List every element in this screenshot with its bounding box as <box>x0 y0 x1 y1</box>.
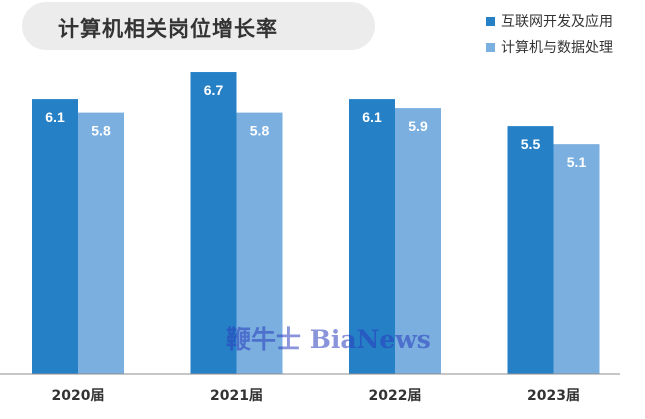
x-tick-label-2023届: 2023届 <box>527 388 580 404</box>
bar-2020届-series-2 <box>78 112 124 375</box>
bar-2023届-series-1 <box>507 126 554 374</box>
legend-swatch-series-1 <box>486 16 495 26</box>
bar-2020届-series-1 <box>32 99 78 375</box>
bar-2021届-series-2 <box>236 112 283 375</box>
x-tick-label-2021届: 2021届 <box>210 388 263 404</box>
bar-2021届-series-1 <box>190 72 237 374</box>
data-label-2023届-series-1: 5.5 <box>521 136 541 152</box>
x-tick-label-2020届: 2020届 <box>52 388 105 404</box>
data-label-2023届-series-2: 5.1 <box>567 154 587 170</box>
data-label-2020届-series-2: 5.8 <box>91 123 111 139</box>
data-label-2021届-series-2: 5.8 <box>250 123 270 139</box>
chart-title: 计算机相关岗位增长率 <box>58 17 278 41</box>
legend-swatch-series-2 <box>486 42 495 52</box>
legend-item-series-1: 互联网开发及应用 <box>486 10 613 32</box>
data-label-2021届-series-1: 6.7 <box>204 82 224 98</box>
legend-label-series-1: 互联网开发及应用 <box>501 14 613 30</box>
data-label-2022届-series-1: 6.1 <box>362 109 382 125</box>
legend: 互联网开发及应用 计算机与数据处理 <box>486 10 613 62</box>
bar-2022届-series-1 <box>349 99 395 375</box>
legend-label-series-2: 计算机与数据处理 <box>501 40 613 56</box>
legend-item-series-2: 计算机与数据处理 <box>486 36 613 58</box>
data-label-2022届-series-2: 5.9 <box>408 118 428 134</box>
bar-2022届-series-2 <box>395 108 441 375</box>
watermark-text: 鞭牛士 BiaNews <box>226 325 431 354</box>
x-tick-label-2022届: 2022届 <box>369 388 422 404</box>
data-label-2020届-series-1: 6.1 <box>45 109 65 125</box>
title-pill <box>22 2 375 50</box>
bar-2023届-series-2 <box>553 144 600 374</box>
